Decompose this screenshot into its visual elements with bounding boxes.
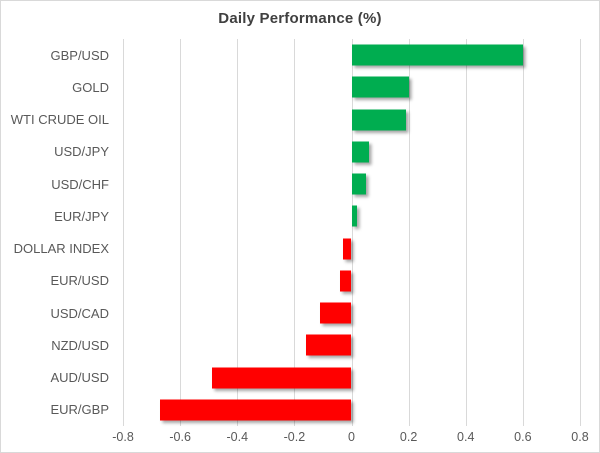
category-label-gold: GOLD (72, 79, 109, 95)
gridline (180, 39, 182, 426)
category-label-dollar-index: DOLLAR INDEX (13, 241, 109, 257)
gridline (237, 39, 239, 426)
bar-gbp-usd (351, 44, 523, 66)
bar-usd-jpy (351, 141, 369, 163)
category-label-wti-crude-oil: WTI CRUDE OIL (10, 112, 109, 128)
category-label-usd-cad: USD/CAD (50, 305, 109, 321)
bar-wti-crude-oil (351, 109, 406, 131)
x-tick-label-0.2: 0.2 (399, 430, 418, 444)
x-tick-label--0.8: -0.8 (112, 430, 134, 444)
category-label-eur-jpy: EUR/JPY (54, 208, 109, 224)
bar-eur-gbp (160, 399, 352, 421)
bar-eur-jpy (351, 205, 358, 227)
category-label-gbp-usd: GBP/USD (50, 47, 109, 63)
value-axis-tick-labels: -0.8 -0.6 -0.4 -0.2 0 0.2 0.4 0.6 0.8 (112, 430, 588, 448)
plot-area (123, 39, 581, 426)
x-tick-label-0.6: 0.6 (514, 430, 532, 444)
bar-aud-usd (211, 367, 352, 389)
bar-dollar-index (342, 238, 352, 260)
bar-eur-usd (340, 270, 352, 292)
gridline (465, 39, 467, 426)
gridline (408, 39, 410, 426)
bar-nzd-usd (305, 334, 352, 356)
gridline (522, 39, 524, 426)
bar-gold (351, 76, 409, 98)
x-tick-label-0: 0 (348, 430, 355, 444)
x-tick-label--0.2: -0.2 (283, 430, 306, 444)
category-label-usd-jpy: USD/JPY (54, 144, 109, 160)
category-label-eur-usd: EUR/USD (50, 273, 109, 289)
category-label-aud-usd: AUD/USD (50, 370, 109, 386)
x-tick-label-0.8: 0.8 (571, 430, 589, 444)
gridline (294, 39, 296, 426)
chart-title: Daily Performance (%) (218, 10, 382, 27)
x-tick-label-0.4: 0.4 (457, 430, 475, 444)
bar-usd-chf (351, 173, 366, 195)
bar-usd-cad (320, 302, 352, 324)
gridline (123, 39, 124, 426)
x-tick-label--0.4: -0.4 (226, 430, 249, 444)
category-label-usd-chf: USD/CHF (51, 176, 109, 192)
category-label-eur-gbp: EUR/GBP (50, 402, 109, 418)
category-label-nzd-usd: NZD/USD (51, 337, 109, 353)
gridline (580, 39, 581, 426)
zero-axis-line (351, 39, 353, 426)
category-axis-labels: GBP/USD GOLD WTI CRUDE OIL USD/JPY USD/CHF EU… (1, 39, 109, 426)
x-tick-label--0.6: -0.6 (169, 430, 191, 444)
